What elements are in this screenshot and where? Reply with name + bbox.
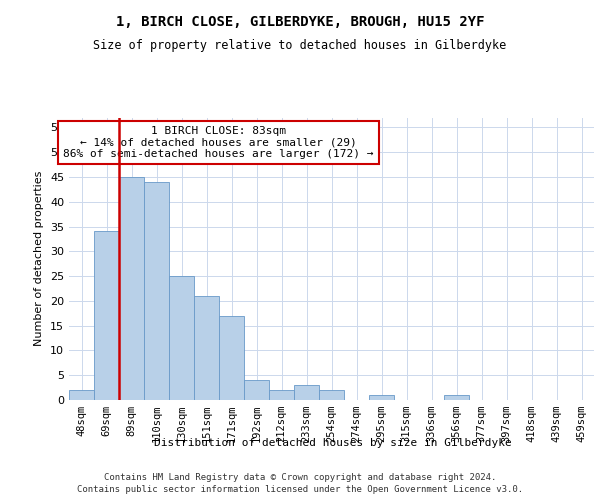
Text: Size of property relative to detached houses in Gilberdyke: Size of property relative to detached ho…	[94, 38, 506, 52]
Bar	[444, 395, 469, 400]
Bar	[369, 395, 394, 400]
Bar	[144, 182, 169, 400]
Text: 1 BIRCH CLOSE: 83sqm
← 14% of detached houses are smaller (29)
86% of semi-detac: 1 BIRCH CLOSE: 83sqm ← 14% of detached h…	[64, 126, 374, 159]
Bar	[69, 390, 94, 400]
Y-axis label: Number of detached properties: Number of detached properties	[34, 171, 44, 346]
Text: Contains HM Land Registry data © Crown copyright and database right 2024.: Contains HM Land Registry data © Crown c…	[104, 473, 496, 482]
Bar	[169, 276, 194, 400]
Text: Distribution of detached houses by size in Gilberdyke: Distribution of detached houses by size …	[154, 438, 512, 448]
Bar	[244, 380, 269, 400]
Bar	[194, 296, 219, 400]
Text: Contains public sector information licensed under the Open Government Licence v3: Contains public sector information licen…	[77, 484, 523, 494]
Bar	[94, 232, 119, 400]
Bar	[294, 385, 319, 400]
Bar	[119, 177, 144, 400]
Bar	[219, 316, 244, 400]
Text: 1, BIRCH CLOSE, GILBERDYKE, BROUGH, HU15 2YF: 1, BIRCH CLOSE, GILBERDYKE, BROUGH, HU15…	[116, 16, 484, 30]
Bar	[319, 390, 344, 400]
Bar	[269, 390, 294, 400]
